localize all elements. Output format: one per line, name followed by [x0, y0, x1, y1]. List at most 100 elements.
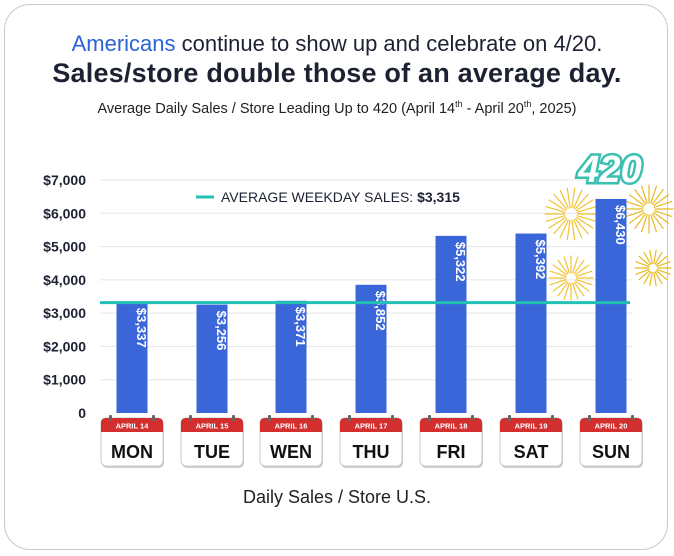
firework-ray: [634, 188, 647, 205]
calendar-header: [340, 418, 402, 432]
data-label: $5,322: [453, 242, 468, 282]
data-label: $3,337: [134, 308, 149, 348]
headline-rest: continue to show up and celebrate on 4/2…: [175, 31, 603, 56]
y-tick-label: $1,000: [43, 372, 86, 388]
calendar-ring: [588, 415, 591, 421]
x-tick-label: WEN: [270, 442, 312, 462]
firework-ray: [653, 271, 657, 287]
calendar-date: APRIL 14: [116, 422, 150, 431]
calendar-date: APRIL 15: [196, 422, 229, 431]
calendar-badge: APRIL 17 THU: [339, 415, 403, 468]
headline-accent: Americans: [71, 31, 176, 56]
y-tick-label: $5,000: [43, 239, 86, 255]
firework-ray: [635, 261, 650, 268]
firework-ray: [557, 281, 569, 297]
data-label: $3,852: [373, 291, 388, 331]
calendar-header: [260, 418, 322, 432]
calendar-ring: [109, 415, 112, 421]
calendar-badges: APRIL 14 MON APRIL 15 TUE APRIL 16 WEN APRIL 1…: [100, 415, 643, 468]
bar: [196, 304, 228, 413]
calendar-badge: APRIL 20 SUN: [579, 415, 643, 468]
firework-ray: [572, 256, 579, 274]
calendar-badge: APRIL 14 MON: [100, 415, 164, 468]
firework-ray: [573, 219, 583, 239]
calendar-ring: [189, 415, 192, 421]
calendar-ring: [152, 415, 155, 421]
firework-ray: [574, 218, 589, 235]
calendar-ring: [471, 415, 474, 421]
firework-ray: [545, 206, 566, 213]
firework-ray: [628, 194, 645, 207]
firework-ray: [566, 187, 571, 209]
average-label-text: AVERAGE WEEKDAY SALES:: [221, 189, 417, 205]
firework-ray: [656, 261, 671, 268]
firework-ray: [549, 279, 567, 286]
bar: [435, 235, 467, 413]
firework-ray: [573, 259, 585, 275]
firework-ray: [553, 218, 568, 235]
calendar-ring: [311, 415, 314, 421]
calendar-ring: [428, 415, 431, 421]
firework-ray: [549, 270, 567, 277]
calendar-date: APRIL 16: [275, 422, 308, 431]
firework-ray: [628, 211, 645, 224]
firework-ray: [643, 271, 652, 285]
firework-ray: [563, 282, 570, 300]
calendar-date: APRIL 18: [435, 422, 468, 431]
firework-ray: [653, 194, 670, 207]
firework-ray: [575, 279, 593, 286]
calendar-ring: [348, 415, 351, 421]
bars: [116, 198, 627, 413]
firework-ray: [655, 270, 668, 281]
headline: Americans continue to show up and celebr…: [0, 31, 674, 57]
calendar-badge: APRIL 19 SAT: [499, 415, 563, 468]
firework-ray: [575, 270, 593, 277]
firework-ray: [559, 189, 569, 209]
firework-ray: [576, 215, 597, 222]
firework-ray: [640, 214, 648, 233]
firework-ray: [640, 185, 648, 204]
y-tick-label: $3,000: [43, 305, 86, 321]
firework-ray: [563, 256, 570, 274]
firework-ray: [571, 219, 576, 241]
y-tick-label: $7,000: [43, 172, 86, 188]
firework-ray: [625, 200, 644, 208]
value-labels: $3,337 $3,256 $3,371 $3,852 $5,322 $5,392 $6,4…: [134, 205, 628, 350]
firework-ray: [552, 280, 568, 292]
firework-ray: [653, 249, 657, 265]
firework-ray: [573, 281, 585, 297]
y-tick-label: $4,000: [43, 272, 86, 288]
fireworks-decoration: [544, 184, 674, 301]
firework-ray: [654, 200, 673, 208]
firework-ray: [650, 185, 658, 204]
y-tick-label: $6,000: [43, 205, 86, 221]
bar: [595, 198, 627, 413]
chart-subtitle: Average Daily Sales / Store Leading Up t…: [97, 99, 577, 117]
x-tick-label: MON: [111, 442, 153, 462]
calendar-badge: APRIL 15 TUE: [180, 415, 244, 468]
firework-ray: [654, 271, 663, 285]
firework-ray: [651, 188, 664, 205]
y-tick-label: 0: [78, 405, 86, 421]
firework-ray: [651, 213, 664, 230]
calendar-header: [101, 418, 163, 432]
firework-ray: [574, 280, 590, 292]
x-tick-label: TUE: [194, 442, 230, 462]
data-label: $3,256: [214, 311, 229, 351]
y-tick-labels: 0 $1,000 $2,000 $3,000 $4,000 $5,000 $6,000 $7,…: [43, 172, 86, 421]
calendar-ring: [508, 415, 511, 421]
x-tick-label: SUN: [592, 442, 630, 462]
firework-ray: [575, 216, 594, 229]
firework-ray: [625, 210, 644, 218]
firework-ray: [573, 189, 583, 209]
x-tick-label: FRI: [437, 442, 466, 462]
calendar-ring: [391, 415, 394, 421]
firework-ray: [545, 215, 566, 222]
firework-ray: [656, 268, 671, 275]
average-label: AVERAGE WEEKDAY SALES: $3,315: [221, 189, 460, 205]
calendar-ring: [551, 415, 554, 421]
firework-ray: [655, 255, 668, 266]
firework-ray: [638, 270, 651, 281]
firework-ray: [559, 219, 569, 239]
badge-420-text: 420: [577, 149, 641, 191]
